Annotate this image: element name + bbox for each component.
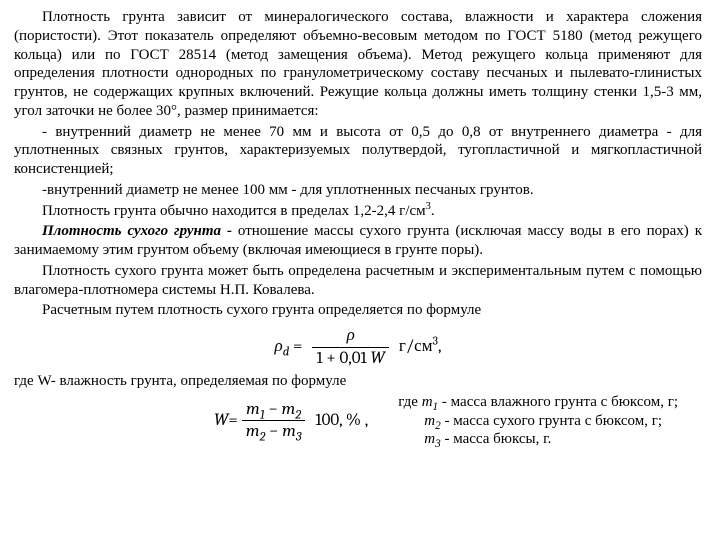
unit: г/см3, <box>399 336 442 357</box>
minus: − <box>265 400 282 419</box>
fraction: ρ 1 + 0,01 W <box>312 326 388 368</box>
text: г/см <box>399 337 433 356</box>
denominator: 1 + 0,01 W <box>312 349 388 369</box>
var-m: m <box>246 422 260 441</box>
legend-line-1: где m1 - масса влажного грунта с бюксом,… <box>398 393 678 412</box>
term-bold: Плотность сухого грунта - <box>42 223 238 239</box>
var-m: m <box>246 400 260 419</box>
denominator: m2 − m3 <box>242 422 306 442</box>
var-w: W <box>370 349 384 368</box>
var-m: m <box>282 422 296 441</box>
text: - масса влажного грунта с бюксом, г; <box>438 394 678 410</box>
bullet-2: -внутренний диаметр не менее 100 мм - дл… <box>14 181 702 200</box>
var-m: m <box>422 394 433 410</box>
legend-line-2: m2 - масса сухого грунта с бюксом, г; <box>398 412 678 431</box>
sub-3: 3 <box>296 431 302 445</box>
rho-symbol: ρ <box>275 337 283 356</box>
formula-inline: ρd = ρ 1 + 0,01 W г/см3, <box>275 326 442 368</box>
fraction-bar <box>312 347 388 348</box>
lhs: ρd = <box>275 336 303 357</box>
var-m: m <box>424 431 435 447</box>
minus: − <box>265 422 282 441</box>
text: . <box>431 203 435 219</box>
paragraph-calc-intro: Расчетным путем плотность сухого грунта … <box>14 301 702 320</box>
numerator: m1 − m2 <box>242 400 305 420</box>
text: 1 + 0,01 <box>316 349 370 368</box>
page: Плотность грунта зависит от минералогиче… <box>0 0 720 457</box>
text: - масса бюксы, г. <box>441 431 552 447</box>
legend: где m1 - масса влажного грунта с бюксом,… <box>398 393 678 449</box>
formula-inline: W = m1 − m2 m2 − m3 100, % , <box>214 400 368 442</box>
var-m: m <box>282 400 296 419</box>
formula-rho-d: ρd = ρ 1 + 0,01 W г/см3, <box>14 326 702 368</box>
fraction-bar <box>242 420 306 421</box>
formula-w: W = m1 − m2 m2 − m3 100, % , <box>14 400 368 442</box>
text: , <box>438 337 442 356</box>
paragraph-density-range: Плотность грунта обычно находится в пред… <box>14 202 702 221</box>
equals: = <box>293 337 302 356</box>
var-w: W <box>214 410 228 431</box>
paragraph-intro: Плотность грунта зависит от минералогиче… <box>14 8 702 121</box>
fraction: m1 − m2 m2 − m3 <box>242 400 306 442</box>
text: - масса сухого грунта с бюксом, г; <box>441 413 662 429</box>
unit: 100, % , <box>315 410 368 431</box>
text: Плотность грунта обычно находится в пред… <box>42 203 426 219</box>
formula-w-row: W = m1 − m2 m2 − m3 100, % , где m1 - ма… <box>14 393 702 449</box>
equals: = <box>228 410 237 431</box>
bullet-1: - внутренний диаметр не менее 70 мм и вы… <box>14 123 702 179</box>
numerator: ρ <box>343 326 359 346</box>
paragraph-experimental: Плотность сухого грунта может быть опред… <box>14 262 702 300</box>
rho-subscript: d <box>283 346 290 360</box>
text: где <box>398 394 421 410</box>
paragraph-where-w: где W- влажность грунта, определяемая по… <box>14 372 702 391</box>
var-m: m <box>424 413 435 429</box>
legend-line-3: m3 - масса бюксы, г. <box>398 430 678 449</box>
paragraph-dry-density-def: Плотность сухого грунта - отношение масс… <box>14 222 702 260</box>
